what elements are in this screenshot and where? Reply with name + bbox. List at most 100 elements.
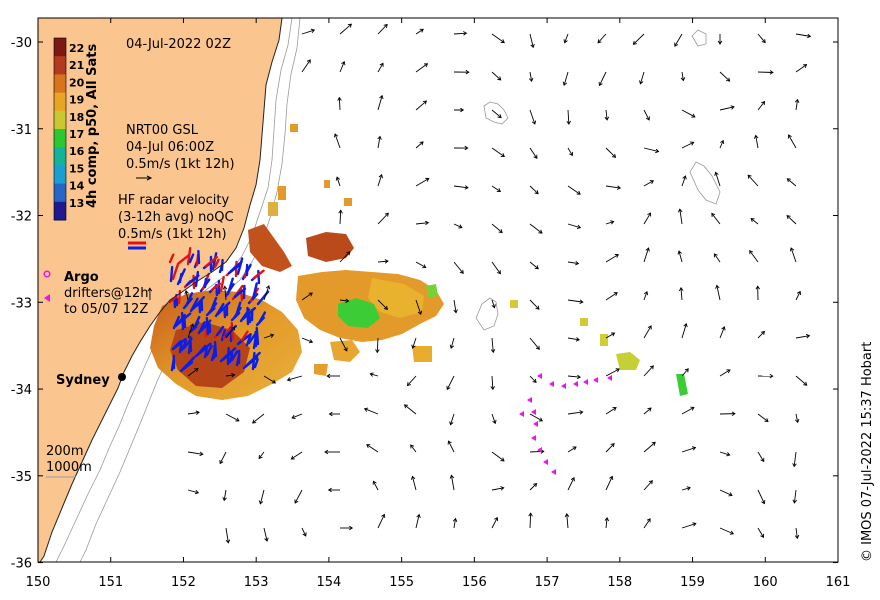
colorbar-frame	[53, 37, 67, 221]
colorbar-tick-label: 18	[69, 111, 84, 124]
current-arrow	[567, 374, 582, 380]
current-arrow	[415, 299, 423, 315]
drifter-marker	[561, 383, 566, 389]
current-arrow	[643, 480, 653, 491]
radar-vector	[235, 287, 247, 297]
radar-legend-line2: (3-12h avg) noQC	[118, 210, 234, 225]
current-arrow	[757, 527, 765, 539]
current-arrow	[757, 489, 766, 505]
current-arrow	[301, 337, 314, 344]
current-arrows	[147, 23, 812, 544]
current-arrow	[339, 251, 351, 263]
current-arrow	[753, 134, 759, 149]
radar-vector	[197, 249, 201, 265]
current-arrow	[719, 139, 725, 149]
current-arrow	[290, 451, 303, 460]
current-arrow	[719, 411, 736, 416]
current-arrow	[795, 375, 808, 386]
current-arrow	[258, 451, 265, 460]
current-arrow	[529, 261, 539, 270]
current-arrow	[605, 254, 619, 263]
radar-vector	[171, 262, 180, 281]
drifters-label-2: to 05/07 12Z	[64, 302, 148, 317]
radar-vector	[172, 315, 181, 330]
current-arrow	[372, 480, 379, 491]
current-arrow	[377, 62, 384, 73]
current-arrow	[453, 185, 469, 190]
radar-vector	[177, 254, 190, 265]
current-arrow	[719, 527, 735, 535]
current-arrow	[491, 299, 496, 309]
current-arrow	[301, 28, 316, 35]
current-arrow	[335, 176, 341, 187]
current-arrow	[449, 337, 455, 349]
current-arrow	[605, 292, 618, 301]
current-arrow	[411, 337, 417, 349]
current-arrow	[681, 109, 696, 118]
radar-vector	[215, 325, 225, 337]
current-arrow	[567, 147, 573, 157]
colorbar-segment	[54, 56, 66, 75]
current-arrow	[529, 223, 543, 234]
current-arrow	[605, 332, 616, 339]
y-tick-label: -30	[11, 36, 32, 51]
drifter-marker	[537, 373, 542, 379]
x-tick-label: 152	[171, 575, 196, 590]
colorbar-segment	[54, 38, 66, 57]
radar-vector	[229, 260, 243, 273]
drifter-marker	[607, 375, 612, 381]
current-arrow	[605, 407, 617, 415]
radar-vector	[247, 331, 258, 345]
current-arrow	[369, 372, 379, 377]
argo-marker	[43, 270, 51, 278]
current-arrow	[491, 223, 503, 234]
current-arrow	[453, 299, 458, 314]
current-arrow	[225, 413, 240, 422]
current-arrow	[794, 98, 800, 111]
current-arrow	[605, 147, 617, 158]
current-arrow	[719, 105, 735, 111]
current-arrow	[795, 64, 808, 73]
current-arrow	[187, 410, 200, 415]
radar-legend-line3: 0.5m/s (1kt 12h)	[118, 227, 227, 242]
current-arrow	[715, 284, 721, 301]
current-arrow	[604, 109, 610, 121]
current-arrow	[719, 71, 731, 82]
colorbar-segment	[54, 92, 66, 112]
current-arrow	[447, 440, 455, 453]
drifter-marker	[583, 379, 588, 385]
current-arrow	[529, 483, 538, 491]
current-arrow	[794, 527, 800, 540]
current-arrow	[301, 59, 311, 73]
radar-vector	[169, 265, 174, 283]
radar-vector	[211, 252, 218, 271]
city-label: Sydney	[56, 373, 110, 388]
current-arrow	[528, 71, 534, 83]
current-arrow	[337, 96, 342, 111]
current-arrow	[263, 375, 277, 384]
current-arrow	[491, 451, 505, 462]
radar-vector	[245, 334, 252, 347]
current-arrow	[719, 451, 731, 457]
current-arrow	[258, 489, 265, 505]
current-arrow	[453, 261, 464, 274]
gsl-legend-line2: 04-Jul 06:00Z	[126, 140, 214, 155]
gsl-legend-line3: 0.5m/s (1kt 12h)	[126, 157, 235, 172]
drifter-marker	[533, 421, 538, 427]
current-arrow	[605, 185, 622, 190]
radar-vector	[203, 347, 208, 359]
radar-vector	[223, 307, 227, 319]
current-arrow	[677, 250, 683, 263]
radar-vector	[253, 358, 259, 369]
y-tick-label: -32	[11, 210, 32, 225]
current-arrow	[643, 180, 655, 187]
colorbar-tick-label: 13	[69, 197, 84, 210]
current-arrow	[643, 147, 660, 154]
current-arrow	[491, 413, 497, 425]
radar-vector	[187, 274, 200, 285]
current-arrow	[605, 475, 614, 491]
current-arrow	[529, 185, 539, 195]
x-tick-label: 151	[98, 575, 123, 590]
radar-vector	[219, 276, 225, 293]
current-arrow	[225, 527, 231, 544]
